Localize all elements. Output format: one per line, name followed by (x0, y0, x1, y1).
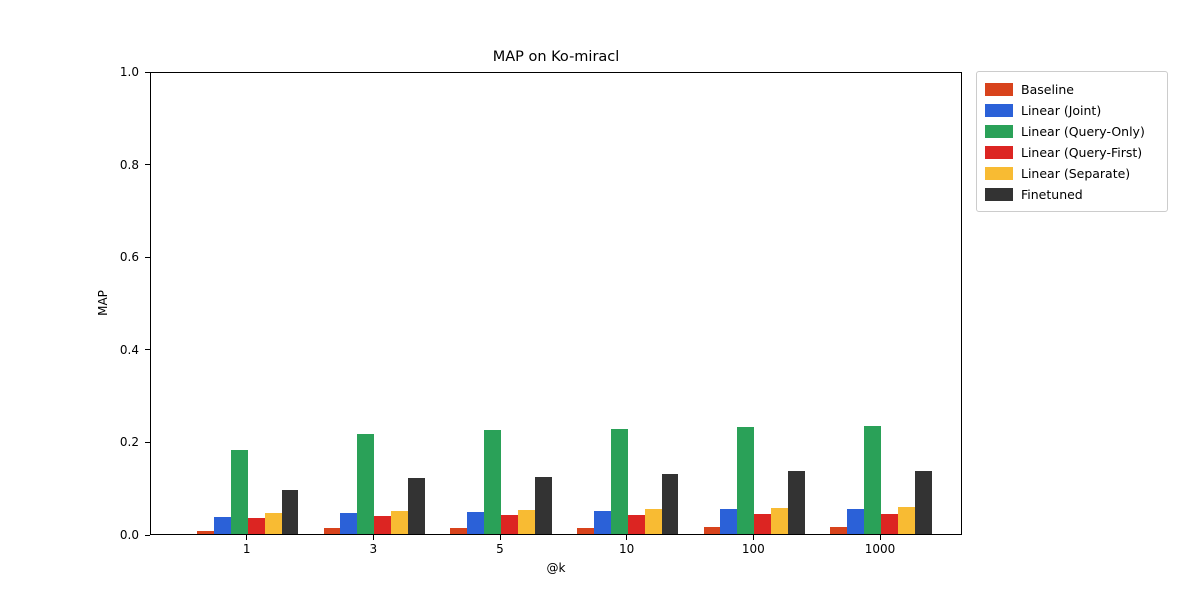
x-tick-label-5: 5 (496, 542, 504, 556)
bar-linear-query-first-k10 (628, 515, 645, 534)
legend-item-linear-joint: Linear (Joint) (985, 100, 1159, 121)
bar-linear-separate-k1000 (898, 507, 915, 534)
x-axis-label: @k (546, 561, 566, 575)
bar-linear-query-first-k1 (248, 518, 265, 534)
x-tick-label-10: 10 (619, 542, 635, 556)
y-tick-mark-0.0 (145, 534, 150, 536)
bar-linear-separate-k10 (645, 509, 662, 534)
bar-linear-joint-k100 (720, 509, 737, 534)
y-tick-label-0.6: 0.6 (119, 250, 139, 265)
plot-area (150, 72, 962, 535)
y-tick-mark-0.8 (145, 164, 150, 166)
y-axis-label: MAP (96, 290, 110, 316)
bar-baseline-k100 (704, 527, 720, 534)
bar-baseline-k10 (577, 528, 594, 534)
bar-linear-joint-k1000 (847, 509, 864, 534)
y-tick-mark-0.2 (145, 441, 150, 443)
legend-swatch-linear-query-first (985, 146, 1013, 159)
legend-item-linear-query-first: Linear (Query-First) (985, 142, 1159, 163)
bar-linear-query-only-k1000 (864, 426, 881, 534)
y-tick-mark-1.0 (145, 71, 150, 73)
bar-linear-query-first-k5 (501, 515, 518, 534)
legend-item-linear-query-only: Linear (Query-Only) (985, 121, 1159, 142)
legend-label-baseline: Baseline (1021, 82, 1074, 97)
y-tick-label-1.0: 1.0 (119, 65, 139, 79)
bar-baseline-k1 (197, 531, 214, 534)
bar-finetuned-k1000 (915, 471, 932, 534)
bar-linear-joint-k10 (594, 511, 611, 534)
bar-finetuned-k1 (282, 490, 298, 534)
x-tick-mark-10 (626, 535, 628, 540)
x-tick-label-100: 100 (741, 542, 765, 556)
bar-linear-query-first-k100 (754, 514, 771, 534)
x-tick-mark-1000 (879, 535, 881, 540)
bar-finetuned-k3 (408, 478, 425, 534)
legend-label-linear-query-only: Linear (Query-Only) (1021, 124, 1145, 139)
bar-linear-joint-k1 (214, 517, 231, 534)
bar-linear-query-only-k1 (231, 450, 248, 534)
y-tick-mark-0.4 (145, 349, 150, 351)
bar-baseline-k3 (324, 528, 340, 534)
legend-swatch-linear-query-only (985, 125, 1013, 138)
bar-linear-separate-k5 (518, 510, 535, 534)
legend: Baseline Linear (Joint) Linear (Query-Only… (976, 71, 1168, 212)
bar-linear-query-only-k5 (484, 430, 501, 534)
bar-linear-separate-k1 (265, 513, 282, 534)
chart-title: MAP on Ko-miracl (492, 49, 620, 65)
legend-label-linear-separate: Linear (Separate) (1021, 166, 1131, 181)
y-tick-label-0.2: 0.2 (119, 435, 139, 450)
bar-linear-separate-k100 (771, 508, 788, 534)
bar-linear-query-first-k1000 (881, 514, 898, 534)
bar-linear-joint-k5 (467, 512, 484, 534)
bar-finetuned-k100 (788, 471, 805, 534)
bar-linear-separate-k3 (391, 511, 408, 534)
legend-label-linear-query-first: Linear (Query-First) (1021, 145, 1143, 160)
bar-linear-query-only-k100 (737, 427, 754, 534)
y-tick-label-0.0: 0.0 (119, 528, 139, 542)
legend-swatch-linear-separate (985, 167, 1013, 180)
bar-baseline-k5 (450, 528, 467, 534)
x-tick-mark-100 (752, 535, 754, 540)
legend-label-finetuned: Finetuned (1021, 187, 1083, 202)
bar-linear-joint-k3 (340, 513, 357, 534)
bar-linear-query-first-k3 (374, 516, 391, 534)
legend-item-baseline: Baseline (985, 79, 1159, 100)
legend-item-linear-separate: Linear (Separate) (985, 163, 1159, 184)
y-tick-label-0.4: 0.4 (119, 342, 139, 357)
y-tick-label-0.8: 0.8 (119, 157, 139, 172)
legend-swatch-linear-joint (985, 104, 1013, 117)
bar-finetuned-k5 (535, 477, 552, 534)
legend-swatch-finetuned (985, 188, 1013, 201)
bar-finetuned-k10 (662, 474, 678, 534)
legend-label-linear-joint: Linear (Joint) (1021, 103, 1102, 118)
x-tick-mark-3 (372, 535, 374, 540)
x-tick-mark-1 (246, 535, 248, 540)
bar-baseline-k1000 (830, 527, 847, 534)
x-tick-label-3: 3 (369, 542, 378, 556)
bar-linear-query-only-k10 (611, 429, 628, 534)
x-tick-label-1: 1 (242, 542, 251, 556)
y-tick-mark-0.6 (145, 256, 150, 258)
legend-item-finetuned: Finetuned (985, 184, 1159, 205)
x-tick-label-1000: 1000 (864, 542, 896, 556)
legend-swatch-baseline (985, 83, 1013, 96)
x-tick-mark-5 (499, 535, 501, 540)
bar-linear-query-only-k3 (357, 434, 374, 534)
